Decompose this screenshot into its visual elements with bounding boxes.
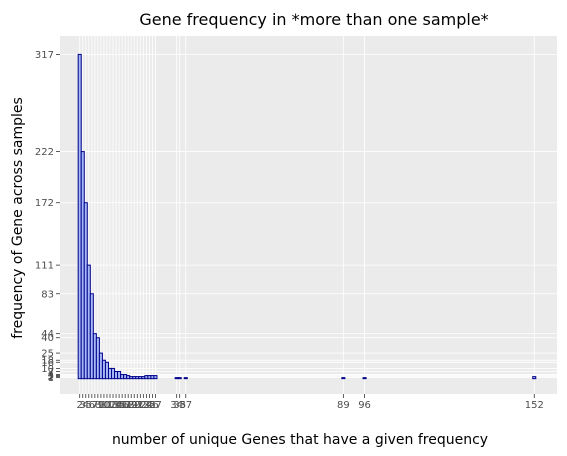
y-tick-label: 172 <box>35 198 54 209</box>
y-tick-label: 222 <box>35 147 54 158</box>
x-tick-label: 5 <box>86 400 92 411</box>
y-tick-label: 111 <box>35 261 54 272</box>
y-tick-label: 83 <box>41 289 54 300</box>
y-tick-label: 44 <box>41 329 54 340</box>
x-tick-label: 37 <box>179 400 192 411</box>
x-tick-label: 17 <box>119 400 132 411</box>
x-tick-label: 7 <box>92 400 98 411</box>
x-tick-label: 20 <box>128 400 141 411</box>
x-tick-label: 2 <box>77 400 83 411</box>
x-axis-ticks: 2345678910111213141516171819202122232425… <box>77 394 544 411</box>
x-tick-label: 96 <box>358 400 371 411</box>
x-tick-label: 8 <box>95 400 101 411</box>
y-tick-label: 10 <box>41 364 54 375</box>
bar <box>341 377 346 380</box>
chart-title: Gene frequency in *more than one sample* <box>139 10 488 29</box>
y-tick-label: 3 <box>48 371 54 382</box>
x-axis-title: number of unique Genes that have a given… <box>112 432 488 448</box>
x-tick-label: 14 <box>110 400 123 411</box>
y-tick-label: 25 <box>41 349 54 360</box>
x-tick-label: 22 <box>134 400 147 411</box>
bar-series <box>77 53 537 380</box>
y-tick-label: 16 <box>41 358 54 369</box>
y-tick-label: 317 <box>35 50 54 61</box>
x-tick-label: 152 <box>525 400 544 411</box>
x-tick-label: 27 <box>149 400 162 411</box>
x-tick-label: 25 <box>143 400 156 411</box>
x-tick-label: 6 <box>89 400 95 411</box>
x-tick-label: 12 <box>104 400 117 411</box>
bar <box>153 375 158 380</box>
y-axis-title: frequency of Gene across samples <box>10 97 26 339</box>
y-tick-label: 40 <box>41 333 54 344</box>
gridlines <box>60 36 557 394</box>
x-tick-label: 11 <box>101 400 114 411</box>
y-tick-label: 4 <box>48 370 54 381</box>
x-tick-label: 15 <box>113 400 126 411</box>
x-tick-label: 16 <box>116 400 129 411</box>
y-tick-label: 2 <box>48 372 54 383</box>
bar <box>177 377 182 380</box>
x-tick-label: 89 <box>337 400 350 411</box>
y-tick-label: 7 <box>48 367 54 378</box>
x-tick-label: 34 <box>170 400 183 411</box>
x-tick-label: 18 <box>122 400 135 411</box>
bar <box>532 376 537 380</box>
bar <box>362 377 367 380</box>
x-tick-label: 4 <box>83 400 89 411</box>
x-tick-label: 3 <box>80 400 86 411</box>
x-tick-label: 10 <box>98 400 111 411</box>
x-tick-label: 21 <box>131 400 144 411</box>
bar <box>183 377 188 380</box>
x-tick-label: 13 <box>107 400 120 411</box>
y-tick-label: 1 <box>48 373 54 384</box>
x-tick-label: 24 <box>140 400 153 411</box>
x-tick-label: 19 <box>125 400 138 411</box>
x-tick-label: 23 <box>137 400 150 411</box>
y-tick-label: 18 <box>41 356 54 367</box>
x-tick-label: 26 <box>146 400 159 411</box>
x-tick-label: 9 <box>98 400 104 411</box>
x-tick-label: 35 <box>173 400 186 411</box>
plot-panel <box>60 36 557 394</box>
